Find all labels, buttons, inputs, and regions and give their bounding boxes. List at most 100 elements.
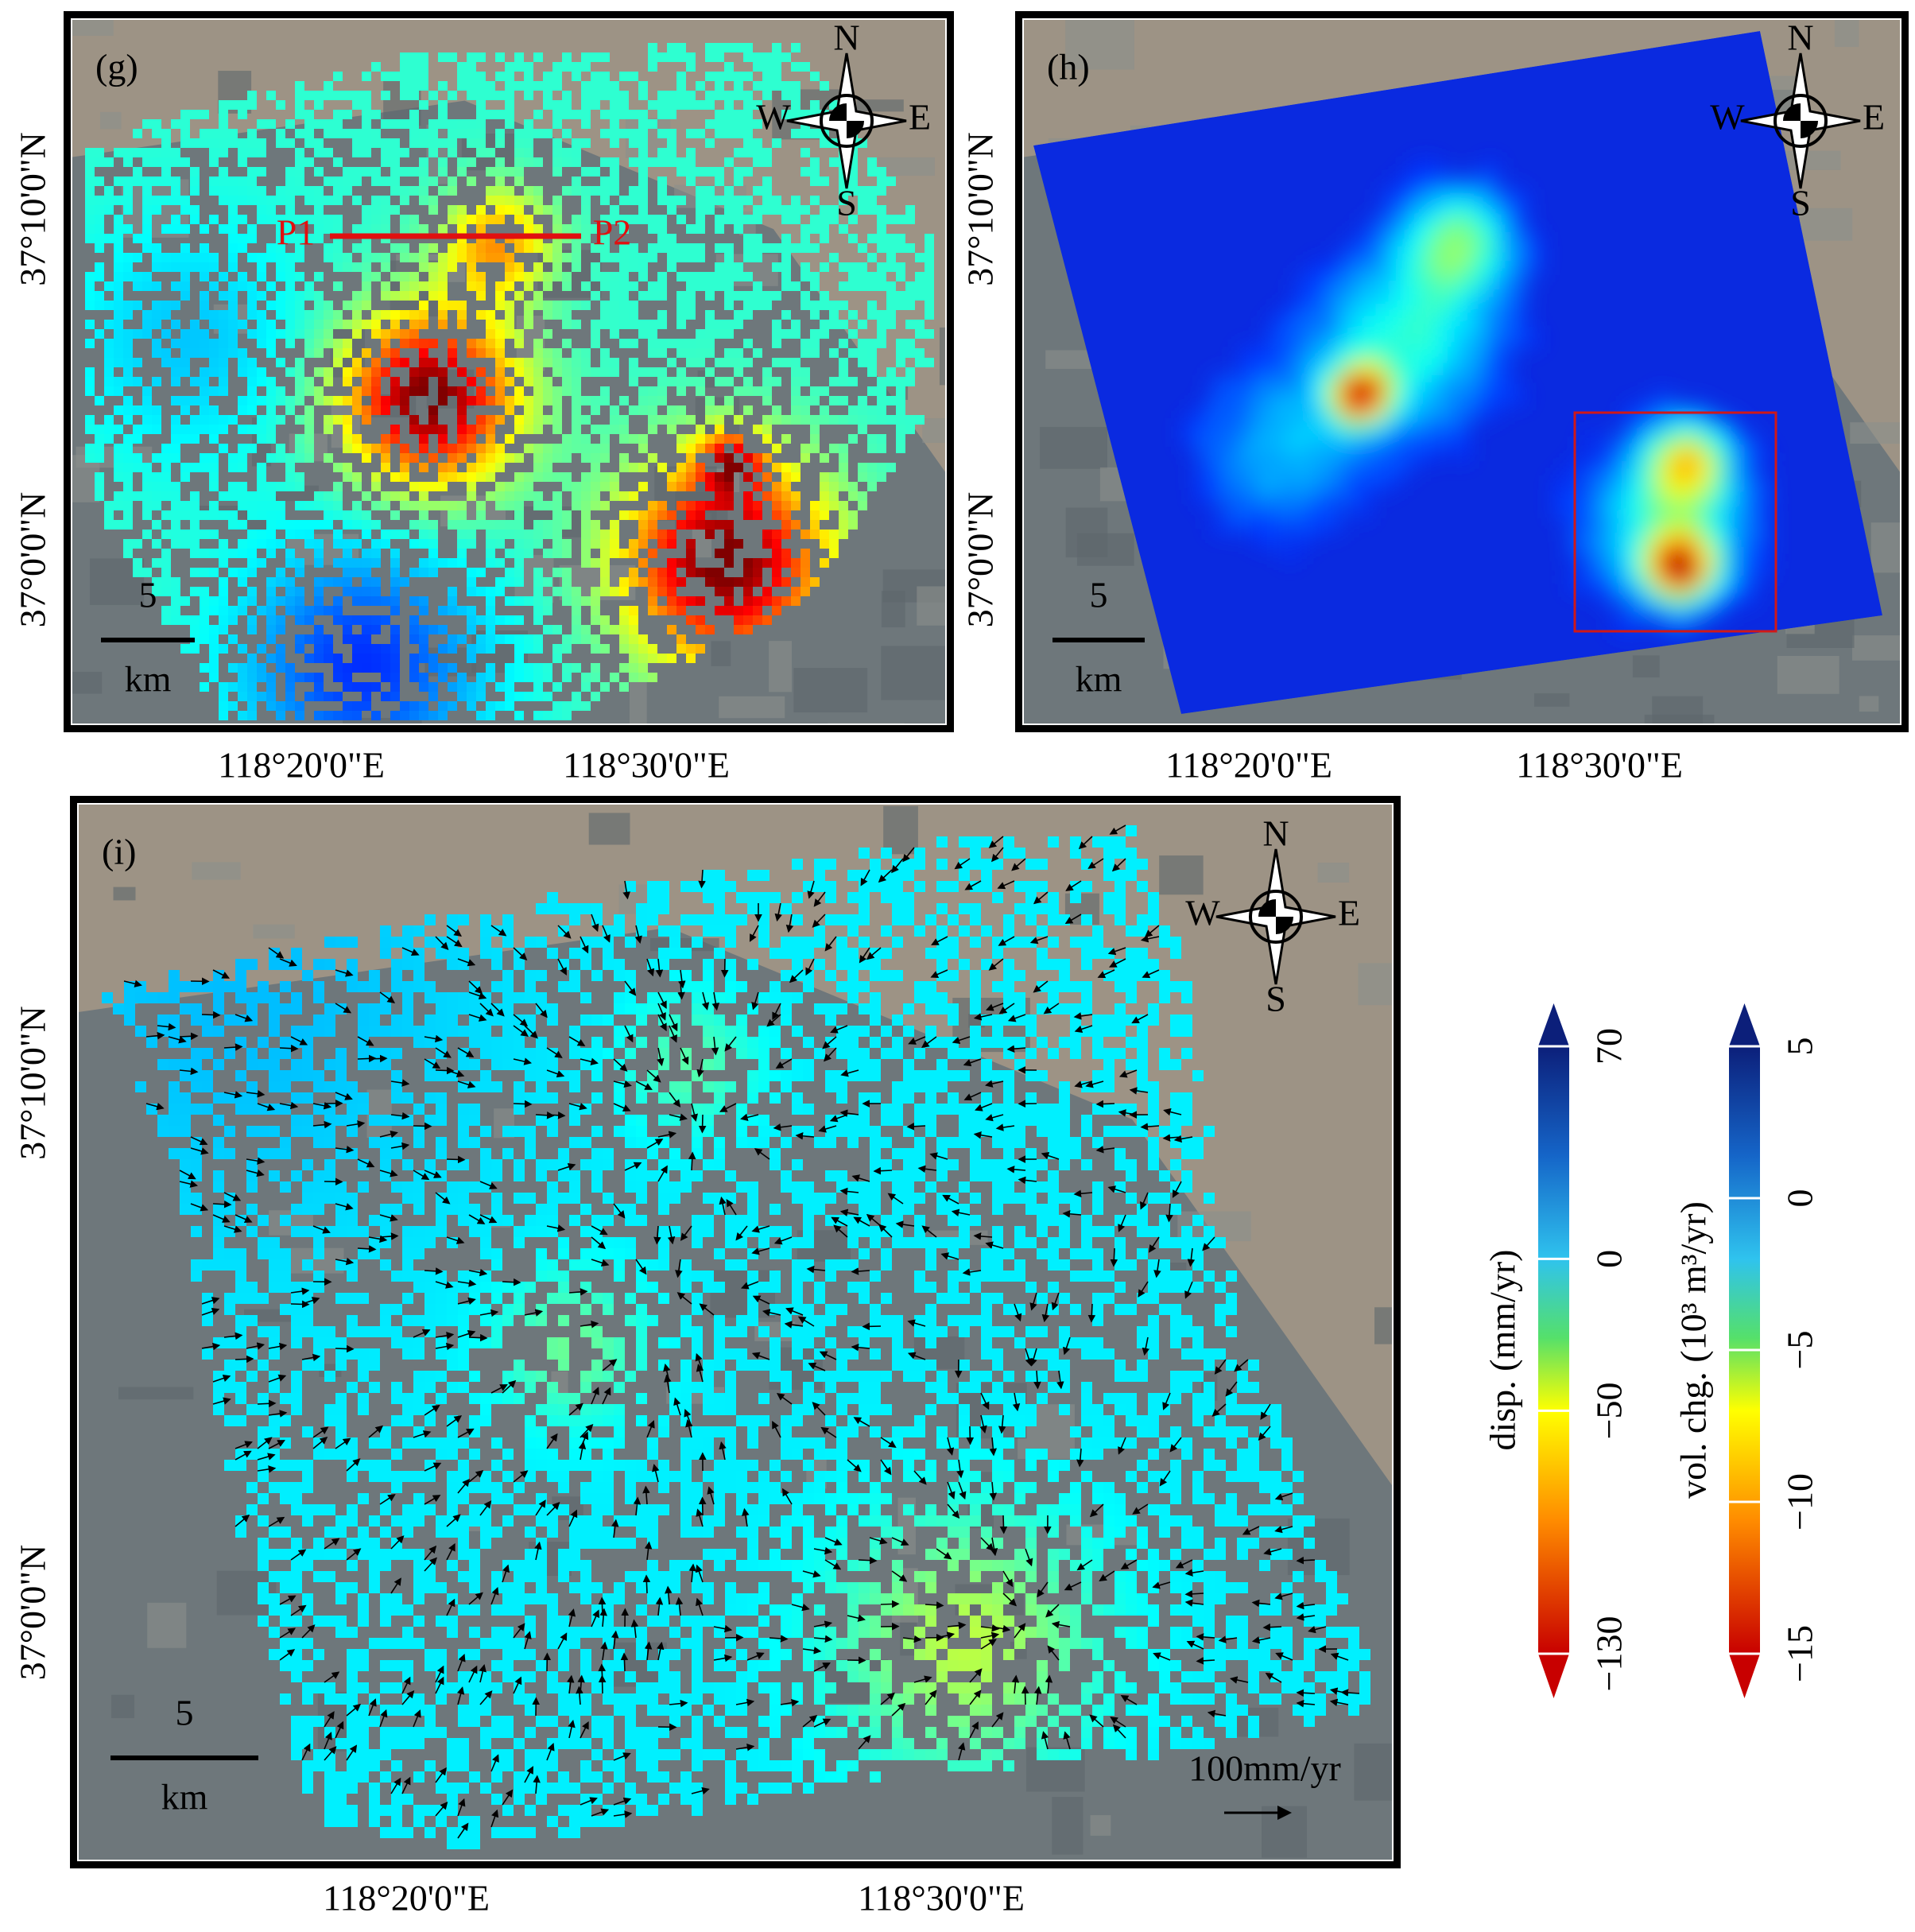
- pixel: [257, 310, 266, 320]
- pixel: [1426, 361, 1440, 375]
- pixel: [1712, 461, 1727, 475]
- pixel: [95, 262, 104, 272]
- pixel: [614, 959, 625, 970]
- pixel: [352, 138, 362, 148]
- pixel: [743, 501, 753, 510]
- pixel: [238, 682, 247, 692]
- pixel: [562, 281, 572, 291]
- pixel: [285, 606, 295, 615]
- pixel: [600, 215, 610, 224]
- pixel: [209, 386, 219, 396]
- pixel: [1355, 447, 1369, 461]
- pixel: [676, 472, 686, 482]
- pixel: [358, 1026, 369, 1037]
- pixel: [1312, 504, 1326, 518]
- pixel: [724, 329, 734, 339]
- pixel: [657, 148, 667, 157]
- pixel: [810, 577, 820, 587]
- pixel: [753, 138, 762, 148]
- pixel: [1412, 304, 1426, 318]
- pixel: [648, 100, 657, 110]
- pixel: [638, 654, 648, 663]
- pixel: [591, 463, 600, 472]
- pixel: [219, 367, 228, 377]
- pixel: [1383, 261, 1397, 275]
- pixel: [886, 396, 896, 405]
- basemap-patch: [769, 641, 793, 692]
- pixel: [180, 1037, 191, 1048]
- pixel: [202, 1070, 213, 1081]
- pixel: [295, 606, 304, 615]
- pixel: [859, 937, 870, 948]
- pixel: [696, 339, 705, 348]
- pixel: [419, 129, 428, 138]
- pixel: [247, 530, 257, 539]
- pixel: [724, 491, 734, 501]
- pixel: [247, 539, 257, 549]
- pixel: [533, 405, 543, 415]
- pixel: [285, 224, 295, 234]
- pixel: [428, 177, 438, 186]
- pixel: [333, 224, 343, 234]
- pixel: [676, 444, 686, 453]
- pixel: [324, 329, 333, 339]
- pixel: [848, 348, 858, 358]
- pixel: [1081, 1126, 1092, 1137]
- pixel: [877, 167, 886, 177]
- pixel: [1655, 533, 1669, 547]
- pixel: [896, 348, 905, 358]
- pixel: [847, 948, 859, 959]
- pixel: [285, 320, 295, 329]
- pixel: [1641, 418, 1655, 433]
- pixel: [180, 358, 190, 367]
- pixel: [505, 262, 514, 272]
- pixel: [200, 138, 209, 148]
- pixel: [867, 253, 877, 262]
- pixel: [457, 129, 467, 138]
- pixel: [1355, 261, 1369, 275]
- pixel: [228, 320, 238, 329]
- pixel: [762, 91, 772, 100]
- pixel: [1684, 490, 1698, 504]
- pixel: [533, 615, 543, 625]
- pixel: [486, 310, 495, 320]
- pixel: [801, 577, 810, 587]
- pixel: [505, 281, 514, 291]
- pixel: [448, 520, 457, 530]
- pixel: [333, 606, 343, 615]
- pixel: [734, 577, 743, 587]
- pixel: [525, 970, 536, 981]
- pixel: [810, 129, 820, 138]
- pixel: [1669, 404, 1684, 418]
- pixel: [409, 501, 419, 510]
- pixel: [648, 596, 657, 606]
- pixel: [476, 615, 486, 625]
- pixel: [572, 215, 581, 224]
- pixel: [1197, 447, 1211, 461]
- pixel: [870, 1059, 881, 1070]
- pixel: [257, 396, 266, 405]
- pixel: [200, 386, 209, 396]
- pixel: [743, 491, 753, 501]
- pixel: [514, 959, 525, 970]
- pixel: [781, 520, 791, 530]
- pixel: [200, 587, 209, 596]
- pixel: [569, 1137, 580, 1148]
- pixel: [552, 520, 562, 530]
- pixel: [1383, 189, 1397, 204]
- pixel: [638, 510, 648, 520]
- pixel: [209, 568, 219, 577]
- pixel: [180, 196, 190, 205]
- pixel: [200, 510, 209, 520]
- pixel: [238, 663, 247, 673]
- pixel: [600, 587, 610, 596]
- pixel: [536, 1092, 547, 1104]
- pixel: [848, 405, 858, 415]
- pixel: [352, 434, 362, 444]
- pixel: [543, 692, 552, 701]
- pixel: [400, 148, 409, 157]
- pixel: [1369, 304, 1383, 318]
- pixel: [448, 453, 457, 463]
- pixel: [381, 463, 390, 472]
- pixel: [409, 81, 419, 91]
